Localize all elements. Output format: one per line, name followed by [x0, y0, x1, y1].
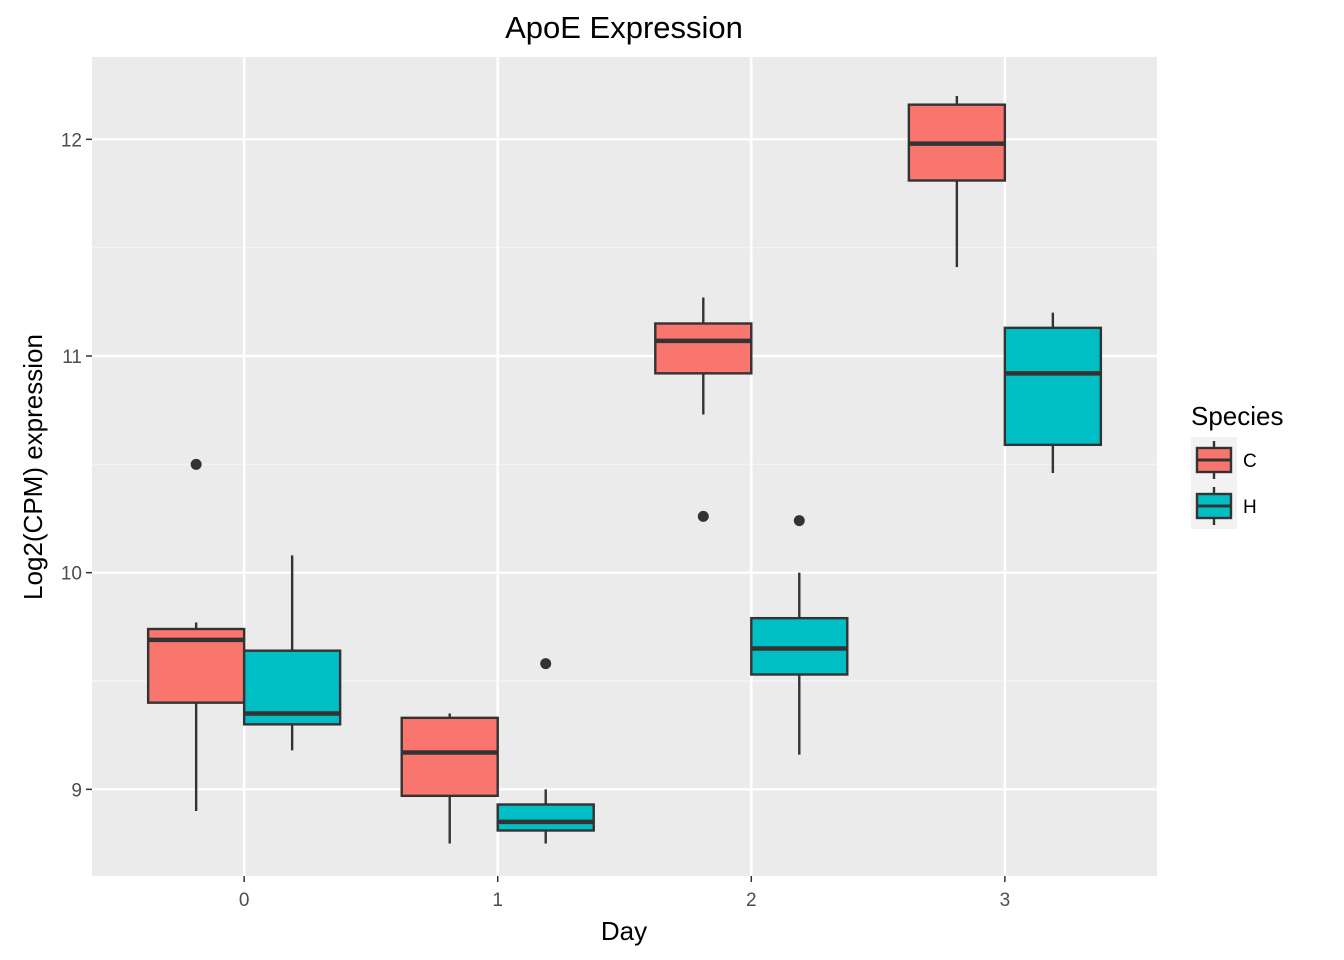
- box-H-day-0: [242, 555, 342, 751]
- chart-title: ApoE Expression: [505, 10, 743, 45]
- legend: Species C H: [1191, 401, 1284, 529]
- x-axis-title: Day: [601, 916, 647, 946]
- box-C-day-2: [654, 297, 753, 522]
- plot-panel: [92, 57, 1157, 876]
- legend-title: Species: [1191, 401, 1284, 431]
- box-H-day-2: [750, 515, 849, 755]
- x-tick-label: 3: [1000, 890, 1011, 911]
- box-C-day-1: [400, 713, 499, 844]
- outlier-point: [793, 515, 805, 527]
- box-layer: [146, 96, 1103, 844]
- y-tick-label: 11: [62, 347, 82, 368]
- legend-entry-H: H: [1191, 483, 1257, 529]
- box-H-day-1: [496, 658, 595, 844]
- y-axis-title: Log2(CPM) expression: [18, 334, 48, 600]
- legend-label: H: [1243, 497, 1257, 518]
- box-iqr: [400, 716, 499, 798]
- y-tick-label: 10: [61, 564, 82, 585]
- x-axis: 0 1 2 3: [239, 876, 1010, 911]
- y-axis: 9 10 11 12: [61, 130, 92, 801]
- box-C-day-3: [907, 96, 1007, 268]
- outlier-point: [540, 658, 552, 670]
- legend-label: C: [1243, 451, 1257, 472]
- y-tick-label: 12: [61, 130, 82, 151]
- x-tick-label: 2: [746, 890, 757, 911]
- box-C-day-0: [146, 458, 246, 811]
- box-iqr: [654, 322, 753, 375]
- legend-entry-C: C: [1191, 437, 1257, 483]
- box-H-day-3: [1003, 312, 1103, 473]
- x-tick-label: 0: [239, 890, 250, 911]
- box-iqr: [496, 803, 595, 832]
- x-tick-label: 1: [492, 890, 503, 911]
- y-tick-label: 9: [71, 780, 82, 801]
- box-iqr: [1003, 326, 1103, 447]
- outlier-point: [697, 510, 709, 522]
- outlier-point: [190, 458, 202, 470]
